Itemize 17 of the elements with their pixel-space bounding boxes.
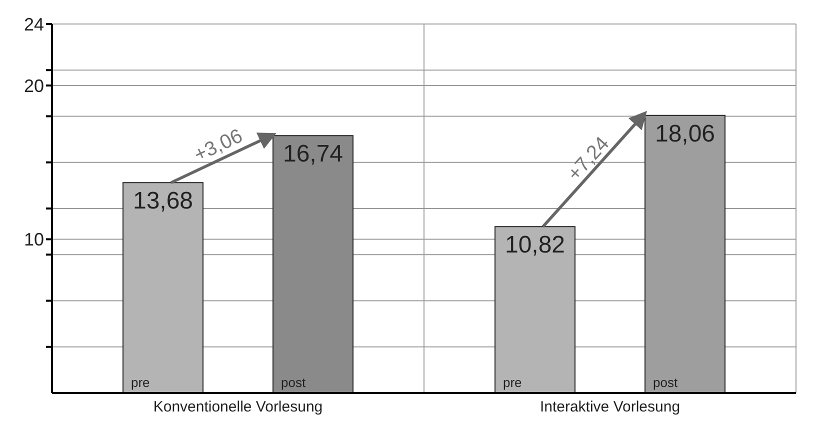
y-tick-label: 24 — [24, 14, 44, 34]
bar — [272, 135, 354, 393]
series-label: post — [281, 375, 306, 390]
series-label: pre — [131, 375, 150, 390]
y-tick-label: 20 — [24, 76, 44, 96]
data-label: 13,68 — [132, 188, 194, 215]
x-tick-label: Interaktive Vorlesung — [540, 398, 680, 416]
data-label: 10,82 — [504, 232, 566, 259]
annotation: +3,06 — [190, 124, 246, 166]
data-label: 18,06 — [654, 120, 716, 148]
y-tick-label: 10 — [24, 230, 44, 250]
bar — [122, 182, 204, 393]
text: pre — [503, 375, 522, 390]
x-tick-label: Konventionelle Vorlesung — [153, 398, 323, 416]
text: post — [653, 375, 678, 390]
data-label: 16,74 — [282, 140, 344, 168]
bar — [494, 226, 576, 393]
